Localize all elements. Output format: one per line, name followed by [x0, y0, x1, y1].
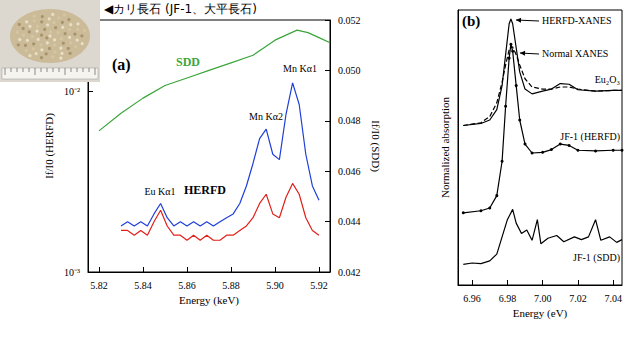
svg-text:0.052: 0.052: [338, 15, 361, 26]
svg-text:Normal XANES: Normal XANES: [542, 48, 608, 59]
svg-text:7.02: 7.02: [569, 293, 587, 304]
svg-text:5.88: 5.88: [222, 280, 240, 291]
svg-text:If/I0 (SDD): If/I0 (SDD): [369, 120, 382, 172]
svg-text:SDD: SDD: [176, 55, 200, 69]
svg-text:JF-1 (SDD): JF-1 (SDD): [573, 252, 620, 264]
svg-text:0.050: 0.050: [338, 65, 361, 76]
svg-text:Normalized absorption: Normalized absorption: [439, 96, 451, 198]
svg-text:HERFD-XANES: HERFD-XANES: [542, 15, 611, 26]
svg-text:(a): (a): [112, 56, 131, 74]
svg-text:5.82: 5.82: [90, 280, 108, 291]
svg-text:Energy (keV): Energy (keV): [179, 294, 239, 307]
svg-text:◀カリ長石 (JF-1、大平長石): ◀カリ長石 (JF-1、大平長石): [104, 2, 257, 16]
svg-text:5.86: 5.86: [178, 280, 196, 291]
svg-text:Eu Kα1: Eu Kα1: [144, 186, 175, 197]
svg-text:0.044: 0.044: [338, 216, 361, 227]
svg-text:0.046: 0.046: [338, 166, 361, 177]
svg-text:Eu₂O₃: Eu₂O₃: [595, 74, 620, 85]
svg-text:Mn Kα1: Mn Kα1: [283, 63, 317, 74]
svg-text:10⁻³: 10⁻³: [64, 267, 80, 278]
svg-text:10⁻²: 10⁻²: [64, 86, 80, 97]
svg-text:JF-1 (HERFD): JF-1 (HERFD): [560, 131, 620, 143]
svg-text:HERFD: HERFD: [184, 183, 226, 197]
svg-text:5.92: 5.92: [310, 280, 328, 291]
svg-text:6.96: 6.96: [463, 293, 481, 304]
svg-text:0.048: 0.048: [338, 115, 361, 126]
svg-text:5.84: 5.84: [134, 280, 152, 291]
svg-text:(b): (b): [462, 13, 480, 30]
svg-text:If/I0 (HERFD): If/I0 (HERFD): [43, 113, 56, 179]
svg-text:0.042: 0.042: [338, 267, 361, 278]
svg-text:7.00: 7.00: [534, 293, 552, 304]
svg-text:Mn Kα2: Mn Kα2: [249, 111, 283, 122]
svg-text:Energy (eV): Energy (eV): [513, 307, 568, 320]
svg-text:7.04: 7.04: [604, 293, 622, 304]
svg-text:6.98: 6.98: [499, 293, 517, 304]
svg-text:5.90: 5.90: [266, 280, 284, 291]
